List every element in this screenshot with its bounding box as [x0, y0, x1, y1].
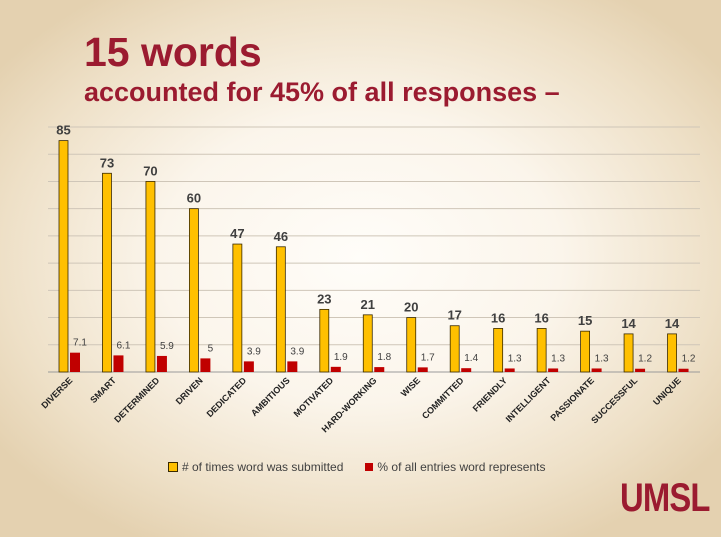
bar-count	[188, 208, 199, 373]
bar-percent	[374, 367, 385, 372]
bar-percent	[113, 355, 124, 372]
bar-count	[623, 333, 634, 373]
data-label-percent: 1.3	[595, 353, 609, 364]
bar-count	[667, 333, 677, 373]
bar-count	[232, 243, 243, 373]
bar-percent	[287, 361, 298, 372]
legend-label-percent: % of all entries word represents	[377, 460, 546, 474]
legend-item-percent: % of all entries word represents	[365, 460, 545, 474]
legend-swatch-percent	[365, 463, 374, 471]
data-label-count: 20	[404, 300, 418, 315]
bar-percent	[417, 367, 428, 372]
data-label-percent: 3.9	[290, 346, 304, 357]
data-label-count: 14	[621, 316, 636, 331]
data-label-count: 70	[143, 163, 157, 178]
bar-count	[58, 140, 69, 373]
data-label-percent: 6.1	[117, 340, 131, 351]
data-label-count: 21	[361, 297, 375, 312]
data-label-count: 73	[100, 155, 114, 170]
category-label: SUCCESSFUL	[589, 375, 640, 426]
bar-count	[406, 317, 417, 373]
data-label-percent: 1.2	[638, 354, 652, 365]
bar-percent	[243, 361, 254, 372]
bar-percent	[70, 352, 80, 372]
data-label-count: 17	[447, 308, 461, 323]
legend-label-count: # of times word was submitted	[182, 460, 344, 474]
slide-subtitle: accounted for 45% of all responses –	[84, 77, 560, 107]
category-label: DIVERSE	[39, 375, 74, 410]
data-label-percent: 1.7	[421, 352, 435, 363]
bar-percent	[504, 368, 515, 372]
data-label-count: 85	[56, 123, 70, 138]
data-label-percent: 1.9	[334, 352, 348, 363]
bar-count	[362, 314, 373, 373]
category-label: COMMITTED	[420, 375, 466, 421]
category-label: PASSIONATE	[549, 375, 597, 423]
bar-percent	[591, 368, 602, 372]
bar-percent	[635, 368, 646, 372]
umsl-logo: UMSL	[620, 476, 710, 520]
bar-count	[102, 172, 112, 373]
bar-count	[319, 308, 330, 373]
chart-legend: # of times word was submitted % of all e…	[168, 460, 545, 474]
bar-count	[580, 330, 590, 373]
bar-count	[536, 328, 547, 373]
bar-count	[449, 325, 460, 373]
data-label-percent: 3.9	[247, 346, 261, 357]
category-label: DRIVEN	[174, 375, 205, 406]
bar-count	[145, 181, 156, 373]
data-label-percent: 7.1	[73, 338, 87, 349]
bar-percent	[330, 366, 341, 372]
data-label-percent: 1.3	[551, 353, 565, 364]
bar-percent	[678, 368, 689, 372]
category-label: DEDICATED	[205, 375, 249, 419]
category-label: AMBITIOUS	[249, 375, 292, 418]
data-label-percent: 1.3	[508, 353, 522, 364]
data-label-count: 16	[534, 310, 548, 325]
category-label: MOTIVATED	[292, 375, 336, 419]
category-label: INTELLIGENT	[504, 375, 553, 424]
legend-swatch-count	[168, 462, 178, 472]
category-label: UNIQUE	[651, 375, 683, 407]
data-label-count: 15	[578, 313, 592, 328]
data-label-percent: 1.4	[464, 353, 478, 364]
bar-percent	[200, 358, 211, 372]
data-label-percent: 1.8	[377, 352, 391, 363]
category-label: DETERMINED	[112, 375, 161, 424]
data-label-count: 47	[230, 226, 244, 241]
data-label-percent: 5	[208, 343, 214, 354]
bar-count	[493, 328, 504, 373]
data-label-count: 14	[665, 316, 680, 331]
data-label-percent: 5.9	[160, 341, 174, 352]
category-label: FRIENDLY	[471, 375, 509, 413]
slide-title: 15 words	[84, 29, 262, 75]
bar-percent	[461, 368, 472, 372]
legend-item-count: # of times word was submitted	[168, 460, 343, 474]
bar-percent	[548, 368, 559, 372]
data-label-count: 16	[491, 310, 505, 325]
bar-percent	[156, 355, 167, 372]
category-label: SMART	[88, 375, 118, 405]
data-label-count: 23	[317, 291, 331, 306]
data-label-count: 46	[274, 229, 288, 244]
data-label-percent: 1.2	[682, 354, 696, 365]
bar-count	[275, 246, 286, 373]
data-label-count: 60	[187, 191, 201, 206]
category-label: WISE	[399, 375, 422, 398]
